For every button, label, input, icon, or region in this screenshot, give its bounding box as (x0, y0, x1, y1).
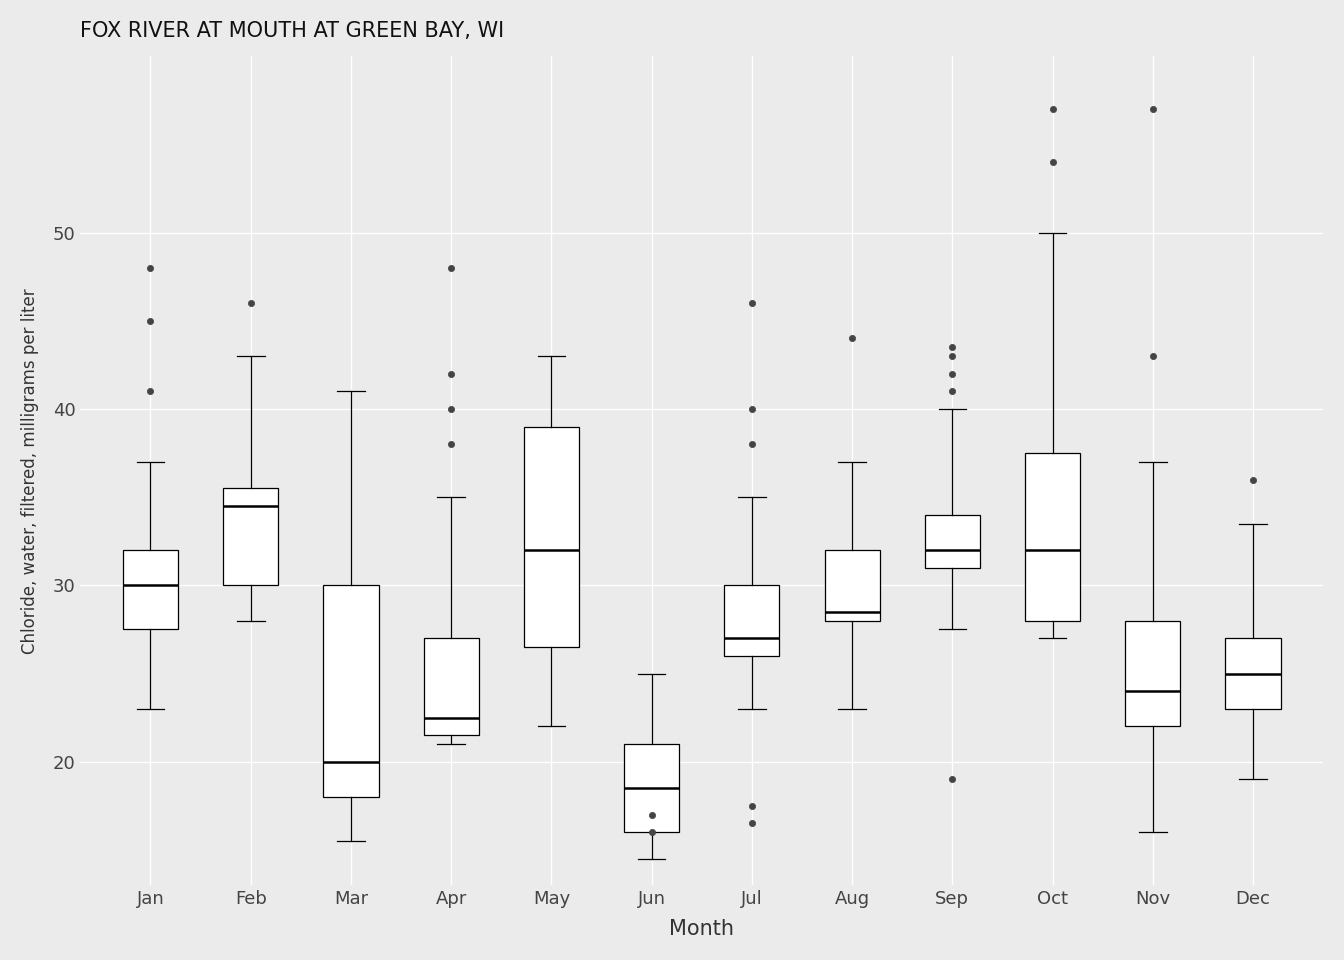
PathPatch shape (524, 426, 579, 647)
PathPatch shape (122, 550, 177, 630)
PathPatch shape (1226, 638, 1281, 708)
PathPatch shape (624, 744, 679, 832)
PathPatch shape (423, 638, 478, 735)
PathPatch shape (324, 586, 379, 797)
PathPatch shape (223, 489, 278, 586)
PathPatch shape (1125, 621, 1180, 727)
PathPatch shape (824, 550, 880, 621)
X-axis label: Month: Month (669, 919, 734, 939)
PathPatch shape (925, 515, 980, 567)
PathPatch shape (724, 586, 780, 656)
Text: FOX RIVER AT MOUTH AT GREEN BAY, WI: FOX RIVER AT MOUTH AT GREEN BAY, WI (81, 21, 504, 41)
Y-axis label: Chloride, water, filtered, milligrams per liter: Chloride, water, filtered, milligrams pe… (22, 288, 39, 654)
PathPatch shape (1025, 453, 1081, 621)
